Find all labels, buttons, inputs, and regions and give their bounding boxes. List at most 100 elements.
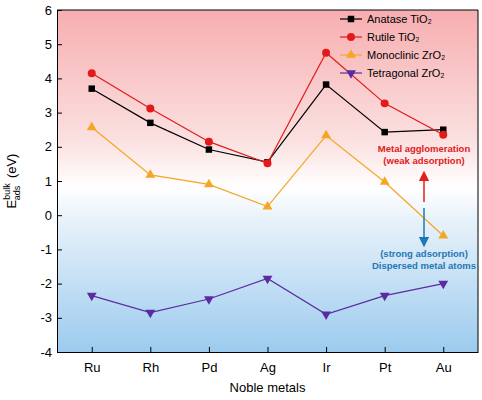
y-tick-label: 3 bbox=[45, 105, 52, 120]
series-marker bbox=[263, 201, 273, 210]
y-axis: -4 -3 -2 -1 0 1 2 3 4 5 6 bbox=[40, 3, 62, 360]
x-tick: Ir bbox=[323, 347, 332, 375]
y-tick: -2 bbox=[40, 276, 62, 291]
y-tick: -1 bbox=[40, 242, 62, 257]
annotation-arrow bbox=[423, 176, 425, 202]
axis-line bbox=[58, 352, 479, 353]
x-tick-mark bbox=[443, 347, 444, 352]
y-tick-mark bbox=[57, 318, 62, 319]
series-marker bbox=[321, 130, 331, 139]
y-tick-label: 1 bbox=[45, 174, 52, 189]
x-tick-label: Ir bbox=[323, 360, 332, 375]
x-axis: Ru Rh Pd Ag Ir Pt Au bbox=[58, 347, 479, 375]
frame-right bbox=[478, 10, 479, 352]
series-marker bbox=[89, 85, 95, 91]
y-label-unit: (eV) bbox=[4, 154, 19, 182]
frame-top bbox=[57, 10, 478, 11]
legend-marker bbox=[348, 16, 354, 22]
annotations: Metal agglomeration(weak adsorption) (str… bbox=[372, 143, 476, 271]
x-tick: Ru bbox=[84, 347, 101, 375]
y-tick: -4 bbox=[40, 345, 62, 360]
x-tick: Ag bbox=[260, 347, 276, 375]
y-tick-mark bbox=[57, 215, 62, 216]
legend-entry: Anatase TiO₂ bbox=[340, 13, 432, 25]
series-marker bbox=[204, 296, 214, 305]
y-tick: 0 bbox=[45, 208, 62, 223]
series-marker bbox=[381, 129, 387, 135]
y-axis-label: Ebulkads (eV) bbox=[2, 154, 22, 209]
legend: Anatase TiO₂ Rutile TiO₂ Monoclinic ZrO₂ Te… bbox=[340, 13, 445, 79]
legend-marker bbox=[346, 70, 356, 79]
annotation-text: Dispersed metal atoms bbox=[372, 260, 476, 271]
legend-entry: Monoclinic ZrO₂ bbox=[340, 49, 445, 61]
x-tick: Pd bbox=[201, 347, 217, 375]
y-tick-label: -1 bbox=[40, 242, 52, 257]
legend-entry: Tetragonal ZrO₂ bbox=[340, 67, 445, 79]
y-label-sup: bulk bbox=[2, 183, 12, 200]
legend-label: Anatase TiO₂ bbox=[367, 13, 432, 25]
series-marker bbox=[438, 281, 448, 290]
annotation-text: (weak adsorption) bbox=[383, 155, 464, 166]
y-tick-mark bbox=[57, 113, 62, 114]
y-tick-label: 5 bbox=[45, 37, 52, 52]
x-tick-label: Ru bbox=[84, 360, 101, 375]
y-tick-label: 2 bbox=[45, 139, 52, 154]
series-marker bbox=[381, 99, 389, 107]
y-tick-mark bbox=[57, 352, 62, 353]
annotation-text: (strong adsorption) bbox=[380, 248, 468, 259]
y-tick-mark bbox=[57, 147, 62, 148]
chart: Ru Rh Pd Ag Ir Pt Au -4 -3 -2 -1 0 1 2 3 4 5 6 Anatase TiO… bbox=[0, 0, 482, 400]
x-tick-mark bbox=[150, 347, 151, 352]
y-tick-label: -2 bbox=[40, 276, 52, 291]
legend-marker bbox=[346, 49, 356, 58]
series-marker bbox=[321, 312, 331, 321]
series-marker bbox=[145, 310, 155, 319]
legend-label: Rutile TiO₂ bbox=[367, 31, 420, 43]
series-marker bbox=[206, 146, 212, 152]
y-tick-mark bbox=[57, 284, 62, 285]
annotation-arrow bbox=[423, 208, 425, 242]
series-marker bbox=[205, 138, 213, 146]
series-marker bbox=[204, 179, 214, 188]
legend-entry: Rutile TiO₂ bbox=[340, 31, 420, 43]
series-marker bbox=[87, 122, 97, 131]
y-tick-label: 0 bbox=[45, 208, 52, 223]
y-tick-mark bbox=[57, 181, 62, 182]
y-tick-mark bbox=[57, 249, 62, 250]
x-tick-label: Pt bbox=[379, 360, 392, 375]
plot-area bbox=[87, 49, 448, 320]
series-marker bbox=[438, 230, 448, 239]
y-tick-label: -4 bbox=[40, 345, 52, 360]
y-tick-mark bbox=[57, 44, 62, 45]
legend-label: Monoclinic ZrO₂ bbox=[367, 49, 445, 61]
annotation-text: Metal agglomeration bbox=[378, 143, 471, 154]
x-tick-mark bbox=[92, 347, 93, 352]
y-tick: -3 bbox=[40, 310, 62, 325]
x-tick-mark bbox=[209, 347, 210, 352]
y-tick: 4 bbox=[45, 71, 62, 86]
series-marker bbox=[323, 81, 329, 87]
series-marker bbox=[145, 169, 155, 178]
x-tick-label: Ag bbox=[260, 360, 276, 375]
x-tick-mark bbox=[326, 347, 327, 352]
series-marker bbox=[88, 69, 96, 77]
series-marker bbox=[146, 105, 154, 113]
series-marker bbox=[263, 276, 273, 285]
x-tick: Au bbox=[436, 347, 452, 375]
y-tick: 2 bbox=[45, 139, 62, 154]
series-marker bbox=[87, 293, 97, 302]
plot-background bbox=[57, 10, 478, 352]
x-tick: Pt bbox=[379, 347, 392, 375]
series-marker bbox=[380, 293, 390, 302]
x-axis-label: Noble metals bbox=[230, 380, 306, 395]
y-tick: 1 bbox=[45, 174, 62, 189]
series-marker bbox=[264, 159, 272, 167]
y-tick-label: -3 bbox=[40, 310, 52, 325]
series-marker bbox=[380, 176, 390, 185]
series-marker bbox=[439, 131, 447, 139]
y-tick-label: 4 bbox=[45, 71, 52, 86]
x-tick-label: Rh bbox=[143, 360, 160, 375]
y-tick-label: 6 bbox=[45, 3, 52, 18]
x-tick-mark bbox=[268, 347, 269, 352]
x-tick-label: Au bbox=[436, 360, 452, 375]
